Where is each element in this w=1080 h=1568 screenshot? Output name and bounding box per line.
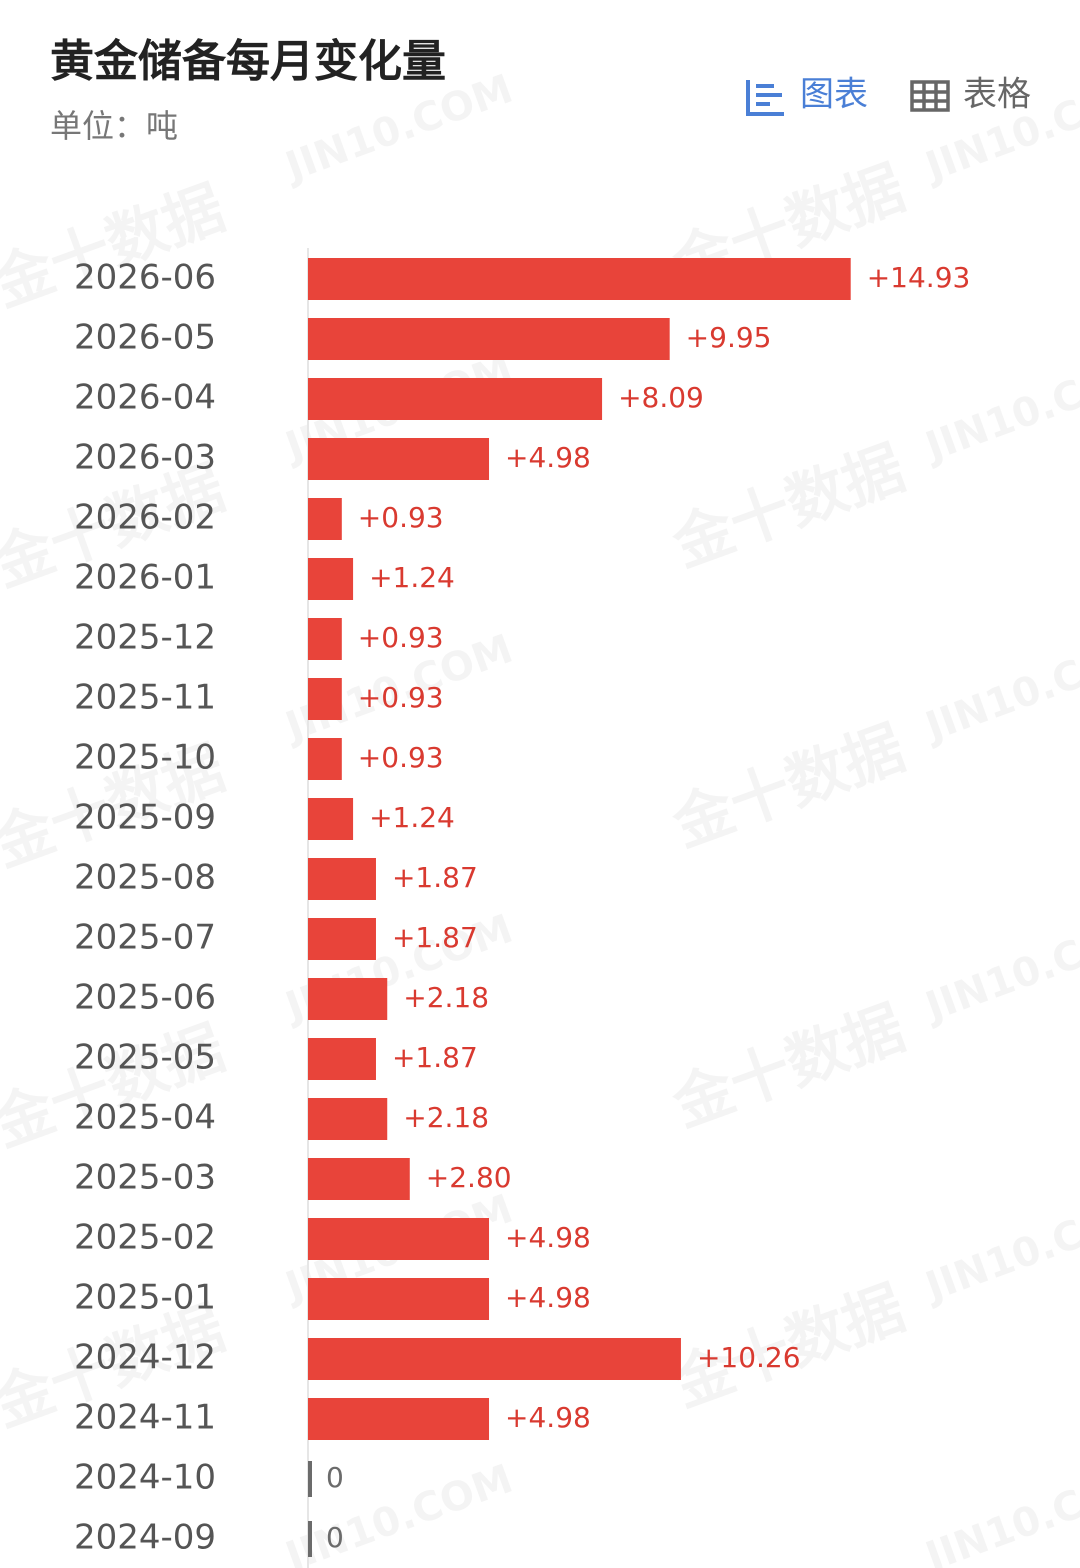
category-label: 2025-12 xyxy=(74,618,216,658)
value-label: +9.95 xyxy=(686,321,772,354)
bar xyxy=(308,798,354,840)
bar xyxy=(308,1278,490,1320)
value-label: +1.87 xyxy=(392,921,478,954)
watermark: 金十数据 xyxy=(0,173,234,321)
category-label: 2024-10 xyxy=(74,1458,216,1498)
watermark: JIN10.COM xyxy=(917,906,1080,1031)
bar xyxy=(308,498,342,540)
value-label: +1.87 xyxy=(392,1041,478,1074)
table-icon xyxy=(910,80,950,112)
value-label: +0.93 xyxy=(358,501,444,534)
watermark: 金十数据 xyxy=(664,433,913,581)
chart-icon xyxy=(746,80,784,116)
value-label: +2.80 xyxy=(426,1161,512,1194)
category-label: 2024-09 xyxy=(74,1518,216,1558)
bar xyxy=(308,678,342,720)
bar xyxy=(308,1521,312,1557)
value-label: 0 xyxy=(326,1461,344,1494)
category-label: 2025-08 xyxy=(74,858,216,898)
value-label: +0.93 xyxy=(358,681,444,714)
watermark: JIN10.COM xyxy=(917,626,1080,751)
value-label: +1.24 xyxy=(369,801,455,834)
watermark: JIN10.COM xyxy=(917,346,1080,471)
bar xyxy=(308,558,354,600)
category-label: 2024-11 xyxy=(74,1398,216,1438)
category-label: 2025-07 xyxy=(74,918,216,958)
bar xyxy=(308,618,342,660)
value-label: +4.98 xyxy=(505,441,591,474)
value-label: +0.93 xyxy=(358,621,444,654)
watermark: JIN10.COM xyxy=(277,1456,519,1568)
bar xyxy=(308,1338,681,1380)
bar xyxy=(308,1461,312,1497)
category-label: 2026-02 xyxy=(74,498,216,538)
bar xyxy=(308,1098,388,1140)
chart-tab[interactable]: 图表 xyxy=(746,75,868,116)
value-label: +14.93 xyxy=(867,261,971,294)
value-label: +10.26 xyxy=(697,1341,801,1374)
bar xyxy=(308,1158,410,1200)
category-label: 2024-12 xyxy=(74,1338,216,1378)
subtitle: 单位：吨 xyxy=(50,107,178,145)
category-label: 2026-01 xyxy=(74,558,216,598)
bar xyxy=(308,858,376,900)
category-label: 2025-03 xyxy=(74,1158,216,1198)
category-label: 2026-06 xyxy=(74,258,216,298)
value-label: +4.98 xyxy=(505,1281,591,1314)
category-label: 2026-05 xyxy=(74,318,216,358)
value-label: +2.18 xyxy=(403,981,489,1014)
bar xyxy=(308,1038,376,1080)
value-label: +1.87 xyxy=(392,861,478,894)
tab-label[interactable]: 图表 xyxy=(800,75,868,115)
bar xyxy=(308,918,376,960)
bar xyxy=(308,378,603,420)
value-label: +2.18 xyxy=(403,1101,489,1134)
category-label: 2025-11 xyxy=(74,678,216,718)
bar xyxy=(308,1398,490,1440)
tab-label[interactable]: 表格 xyxy=(963,75,1031,115)
value-label: +4.98 xyxy=(505,1401,591,1434)
value-label: +8.09 xyxy=(618,381,704,414)
bar xyxy=(308,738,342,780)
watermark: 金十数据 xyxy=(0,1013,234,1161)
watermark: 金十数据 xyxy=(664,713,913,861)
watermark: JIN10.COM xyxy=(917,1186,1080,1311)
bar xyxy=(308,978,388,1020)
watermark: JIN10.COM xyxy=(917,1456,1080,1568)
category-label: 2025-04 xyxy=(74,1098,216,1138)
value-label: +0.93 xyxy=(358,741,444,774)
category-label: 2025-01 xyxy=(74,1278,216,1318)
bar xyxy=(308,438,490,480)
category-label: 2026-04 xyxy=(74,378,216,418)
category-label: 2025-05 xyxy=(74,1038,216,1078)
bar xyxy=(308,318,670,360)
value-label: +4.98 xyxy=(505,1221,591,1254)
category-label: 2025-06 xyxy=(74,978,216,1018)
category-label: 2025-09 xyxy=(74,798,216,838)
value-label: +1.24 xyxy=(369,561,455,594)
plot: 2026-06 +14.93 2026-05 +9.95 2026-04 +8.09 202… xyxy=(74,258,970,1558)
category-label: 2025-10 xyxy=(74,738,216,778)
table-tab[interactable]: 表格 xyxy=(910,75,1031,115)
value-label: 0 xyxy=(326,1521,344,1554)
category-label: 2026-03 xyxy=(74,438,216,478)
watermark: 金十数据 xyxy=(664,993,913,1141)
bar xyxy=(308,258,851,300)
title: 黄金储备每月变化量 xyxy=(50,36,446,87)
category-label: 2025-02 xyxy=(74,1218,216,1258)
bar xyxy=(308,1218,490,1260)
